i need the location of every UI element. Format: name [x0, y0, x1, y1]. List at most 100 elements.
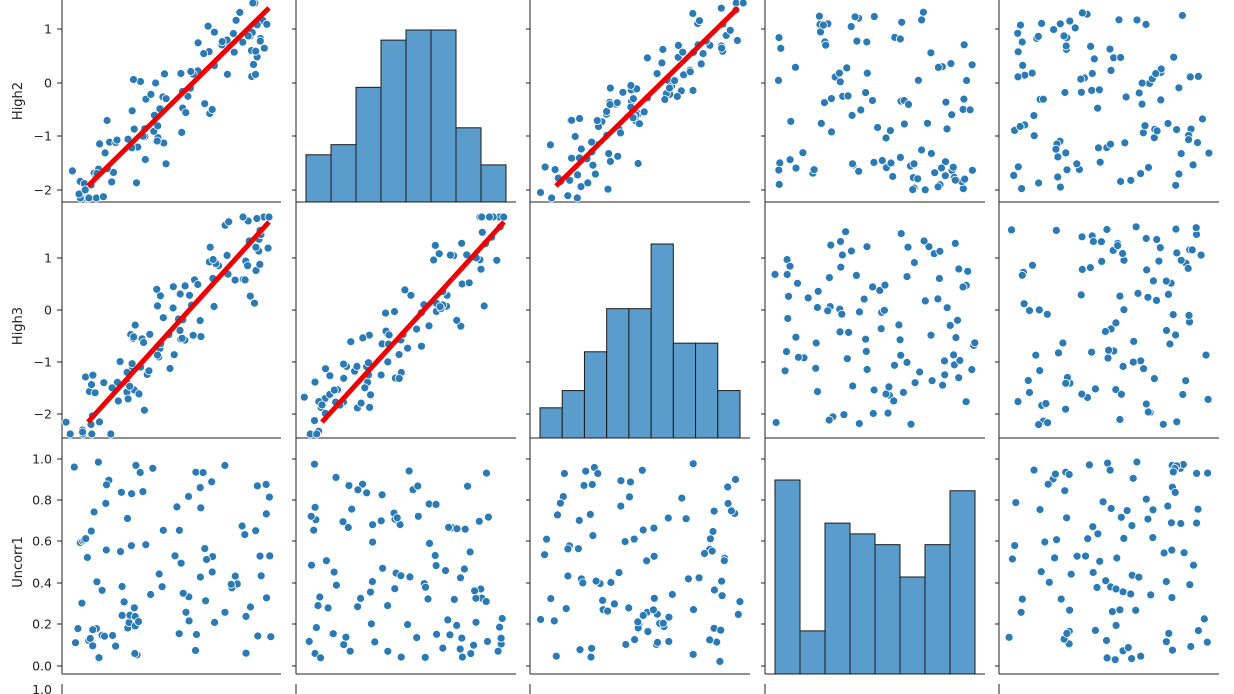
scatter-point [1062, 165, 1072, 175]
scatter-point [199, 49, 209, 58]
scatter-point [394, 374, 404, 383]
scatter-point [471, 617, 481, 627]
scatter-point [404, 466, 414, 476]
scatter-point [127, 489, 137, 499]
scatter-point [696, 59, 706, 69]
scatter-point [896, 152, 905, 162]
scatter-point [231, 15, 241, 25]
scatter-point [457, 633, 467, 643]
scatter-point [169, 350, 179, 360]
scatter-point [1086, 42, 1095, 51]
hist-bar [924, 544, 951, 675]
scatter-point [95, 139, 104, 149]
scatter-point [940, 171, 950, 181]
scatter-point [145, 329, 155, 339]
scatter-point [927, 149, 936, 158]
scatter-point [188, 330, 198, 340]
row-label-uncorr1: Uncorr1 [11, 536, 26, 588]
scatter-point [1201, 350, 1211, 360]
hist-bar [799, 630, 826, 675]
scatter-point [897, 17, 907, 27]
scatter-point [896, 350, 906, 360]
scatter-point [175, 325, 185, 335]
scatter-point [1178, 11, 1187, 20]
scatter-point [456, 573, 465, 583]
scatter-point [1066, 569, 1076, 579]
scatter-point [255, 551, 265, 561]
scatter-point [1094, 143, 1103, 153]
regression-line [86, 6, 271, 188]
scatter-point [605, 100, 615, 109]
scatter-point [83, 553, 92, 562]
scatter-point [1111, 385, 1121, 395]
scatter-point [633, 159, 643, 168]
scatter-point [649, 523, 659, 533]
scatter-point [71, 638, 80, 648]
scatter-point [477, 212, 487, 222]
scatter-point [1112, 553, 1122, 563]
scatter-point [304, 637, 314, 646]
scatter-point [390, 584, 400, 594]
scatter-point [1119, 305, 1129, 315]
scatter-point [625, 492, 634, 502]
scatter-point [116, 547, 125, 556]
scatter-point [1198, 114, 1207, 124]
scatter-point [1034, 178, 1043, 188]
scatter-point [117, 582, 127, 591]
scatter-point [798, 148, 808, 158]
scatter-point [220, 461, 230, 470]
scatter-point [861, 346, 871, 356]
scatter-point [158, 525, 168, 535]
scatter-point [1095, 157, 1105, 167]
scatter-point [1158, 419, 1168, 429]
scatter-point [1163, 119, 1173, 128]
scatter-point [854, 419, 864, 429]
scatter-point [638, 525, 648, 535]
scatter-point [153, 301, 162, 311]
scatter-point [155, 291, 165, 301]
scatter-point [241, 612, 251, 621]
scatter-point [479, 301, 489, 311]
scatter-point [259, 43, 269, 53]
scatter-point [649, 605, 658, 615]
scatter-point [222, 69, 232, 79]
scatter-point [449, 595, 459, 604]
scatter-point [317, 400, 327, 410]
scatter-point [240, 275, 250, 285]
hist-bar [672, 342, 697, 439]
scatter-point [909, 159, 919, 169]
scatter-point [717, 576, 726, 586]
scatter-point [1049, 25, 1058, 35]
panel-high3-4 [995, 194, 1219, 439]
scatter-point [540, 550, 549, 560]
scatter-point [131, 460, 141, 470]
scatter-point [141, 540, 151, 550]
scatter-point [1097, 237, 1106, 247]
scatter-point [499, 212, 509, 222]
scatter-point [1161, 276, 1171, 286]
scatter-point [780, 366, 790, 376]
scatter-point [1013, 72, 1023, 82]
scatter-point [1087, 86, 1097, 95]
scatter-point [1187, 245, 1197, 255]
scatter-point [933, 294, 943, 304]
scatter-point [588, 160, 598, 170]
scatter-point [591, 576, 601, 586]
scatter-point [848, 159, 857, 169]
scatter-point [115, 357, 125, 367]
scatter-point [217, 37, 227, 46]
scatter-point [843, 91, 853, 101]
scatter-point [412, 633, 422, 642]
panel-uncorr1-1 [292, 430, 516, 675]
scatter-point [842, 354, 852, 364]
scatter-point [123, 394, 133, 404]
scatter-point [588, 531, 598, 540]
scatter-point [934, 63, 943, 72]
scatter-point [102, 480, 111, 490]
scatter-point [198, 468, 208, 478]
scatter-point [495, 622, 505, 632]
scatter-point [717, 591, 727, 601]
scatter-point [951, 333, 961, 343]
scatter-point [1017, 184, 1026, 194]
scatter-point [68, 166, 77, 176]
